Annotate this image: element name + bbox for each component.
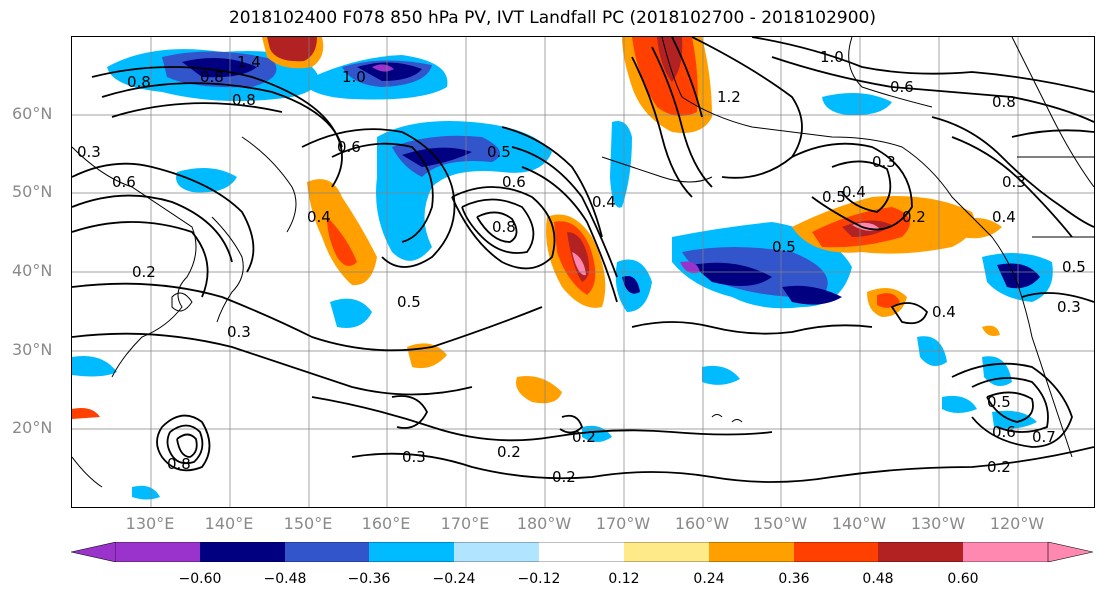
- contour-label: 0.6: [992, 423, 1016, 441]
- colorbar-tick-label: −0.36: [347, 571, 391, 587]
- contour-label: 0.3: [1002, 173, 1026, 191]
- colorbar-tick-label: 0.60: [947, 571, 979, 587]
- contour-label: 0.8: [167, 455, 191, 473]
- colorbar-tick-label: 0.24: [693, 571, 725, 587]
- lon-label-130e: 130°E: [125, 514, 175, 533]
- colorbar-extend-high: [1047, 542, 1093, 562]
- contour-label: 0.4: [307, 208, 331, 226]
- lon-label-140w: 140°W: [831, 514, 887, 533]
- contour-label: 1.2: [717, 88, 741, 106]
- pv-shading: [72, 37, 1053, 500]
- contour-label: 0.5: [1062, 258, 1086, 276]
- lon-label-170w: 170°W: [595, 514, 651, 533]
- colorbar: [71, 542, 1093, 562]
- contour-label: 0.8: [127, 73, 151, 91]
- contour-label: 0.3: [77, 143, 101, 161]
- colorbar-bin: [624, 542, 709, 562]
- contour-label: 1.4: [237, 53, 261, 71]
- colorbar-bin: [963, 542, 1048, 562]
- contour-labels: 0.8 1.4 1.0 0.8 0.8 1.2 1.0 0.6 0.8 0.3 …: [77, 48, 1086, 486]
- contour-label: 0.2: [132, 263, 156, 281]
- colorbar-tick-label: 0.12: [608, 571, 640, 587]
- contour-label: 0.3: [402, 448, 426, 466]
- colorbar-bin: [794, 542, 878, 562]
- contour-label: 0.5: [822, 188, 846, 206]
- contour-label: 0.2: [552, 468, 576, 486]
- contour-label: 0.8: [492, 218, 516, 236]
- pv-contours: [72, 37, 1094, 483]
- contour-label: 0.8: [992, 93, 1016, 111]
- contour-label: 0.4: [842, 183, 866, 201]
- colorbar-tick-label: 0.48: [862, 571, 894, 587]
- lat-label-60n: 60°N: [12, 104, 53, 123]
- contour-label: 0.2: [572, 428, 596, 446]
- lat-label-30n: 30°N: [12, 340, 53, 359]
- coastlines: [72, 37, 1094, 488]
- lon-label-180w: 180°W: [516, 514, 572, 533]
- colorbar-tick-label: −0.12: [517, 571, 561, 587]
- lon-label-160w: 160°W: [674, 514, 730, 533]
- contour-label: 0.3: [227, 323, 251, 341]
- contour-label: 0.8: [232, 91, 256, 109]
- lon-label-160e: 160°E: [361, 514, 411, 533]
- contour-label: 0.2: [987, 458, 1011, 476]
- colorbar-bin: [200, 542, 285, 562]
- lon-label-120w: 120°W: [989, 514, 1045, 533]
- lon-label-170e: 170°E: [440, 514, 490, 533]
- map-title: 2018102400 F078 850 hPa PV, IVT Landfall…: [228, 8, 876, 28]
- map-canvas: 0.8 1.4 1.0 0.8 0.8 1.2 1.0 0.6 0.8 0.3 …: [72, 37, 1094, 507]
- colorbar-bin: [369, 542, 454, 562]
- contour-label: 0.6: [890, 78, 914, 96]
- contour-label: 0.4: [992, 208, 1016, 226]
- lat-label-40n: 40°N: [12, 261, 53, 280]
- contour-label: 0.5: [987, 393, 1011, 411]
- colorbar-tick-label: −0.24: [432, 571, 476, 587]
- colorbar-bin: [539, 542, 624, 562]
- contour-label: 0.8: [200, 68, 224, 86]
- contour-label: 0.5: [487, 143, 511, 161]
- colorbar-tick-label: −0.48: [263, 571, 307, 587]
- contour-label: 0.4: [592, 193, 616, 211]
- contour-label: 0.6: [112, 173, 136, 191]
- colorbar-bin: [285, 542, 369, 562]
- contour-label: 0.5: [772, 238, 796, 256]
- colorbar-tick-label: 0.36: [778, 571, 810, 587]
- colorbar-bin: [878, 542, 963, 562]
- colorbar-bin: [116, 542, 200, 562]
- contour-label: 0.5: [397, 293, 421, 311]
- lon-label-140e: 140°E: [204, 514, 254, 533]
- contour-label: 0.7: [1032, 428, 1056, 446]
- colorbar-bin: [709, 542, 794, 562]
- contour-label: 0.6: [502, 173, 526, 191]
- contour-label: 0.2: [497, 443, 521, 461]
- contour-label: 0.2: [902, 208, 926, 226]
- lon-label-150w: 150°W: [752, 514, 808, 533]
- contour-label: 1.0: [820, 48, 844, 66]
- contour-label: 0.3: [1057, 298, 1081, 316]
- colorbar-tick-label: −0.60: [178, 571, 222, 587]
- lat-label-20n: 20°N: [12, 418, 53, 437]
- colorbar-extend-low: [71, 542, 117, 562]
- contour-label: 1.0: [342, 68, 366, 86]
- lat-label-50n: 50°N: [12, 182, 53, 201]
- contour-label: 0.6: [337, 138, 361, 156]
- contour-label: 0.4: [932, 303, 956, 321]
- lon-label-150e: 150°E: [283, 514, 333, 533]
- contour-label: 0.3: [872, 153, 896, 171]
- map-panel: 0.8 1.4 1.0 0.8 0.8 1.2 1.0 0.6 0.8 0.3 …: [71, 36, 1095, 508]
- lon-label-130w: 130°W: [910, 514, 966, 533]
- colorbar-bin: [454, 542, 539, 562]
